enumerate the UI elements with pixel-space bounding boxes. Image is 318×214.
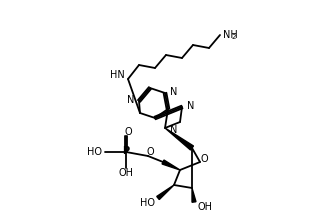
Polygon shape (165, 128, 193, 150)
Text: NH: NH (223, 30, 238, 40)
Text: OH: OH (119, 168, 134, 178)
Text: O: O (124, 127, 132, 137)
Text: N: N (127, 95, 134, 105)
Text: HN: HN (110, 70, 125, 80)
Text: O: O (200, 154, 208, 164)
Text: O: O (146, 147, 154, 157)
Text: N: N (170, 87, 177, 97)
Text: OH: OH (197, 202, 212, 212)
Text: N: N (187, 101, 194, 111)
Polygon shape (162, 160, 180, 170)
Text: HO: HO (140, 198, 155, 208)
Polygon shape (157, 185, 174, 199)
Text: N: N (170, 125, 177, 135)
Polygon shape (192, 188, 196, 202)
Text: P: P (122, 146, 129, 156)
Text: HO: HO (87, 147, 102, 157)
Text: 2: 2 (232, 34, 236, 40)
